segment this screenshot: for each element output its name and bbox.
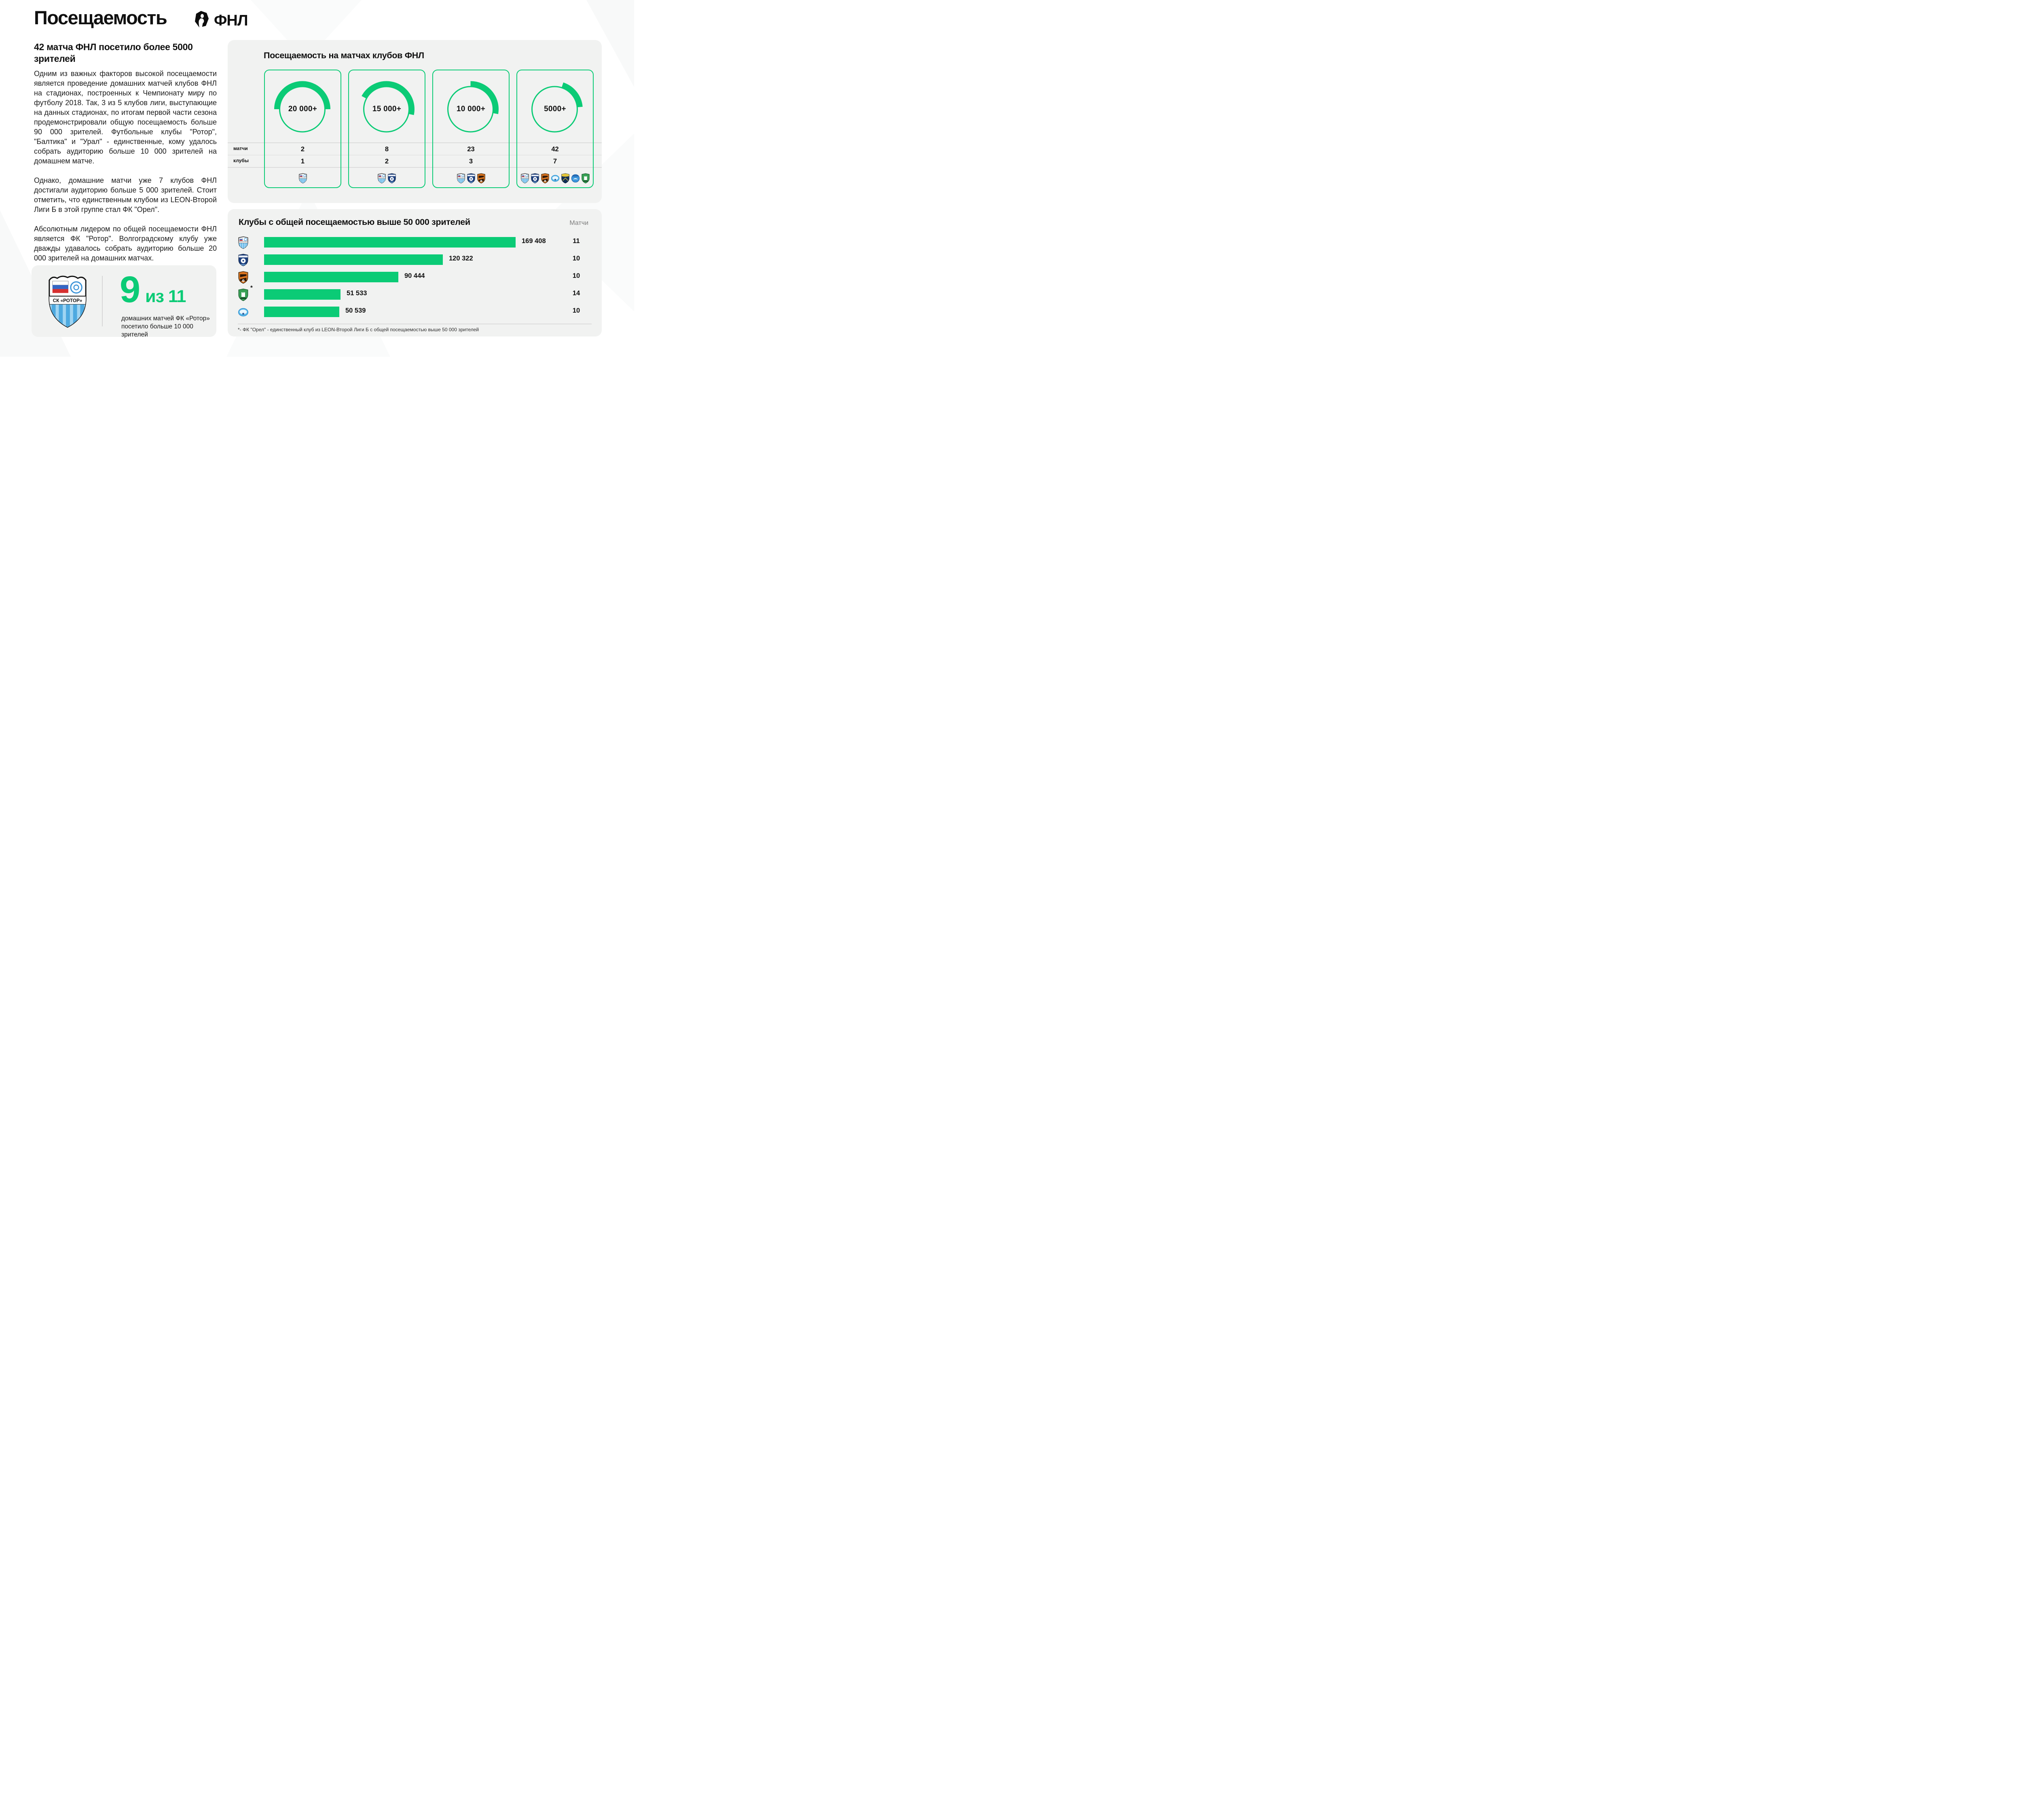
tier-clubs-value: 7 <box>553 158 557 165</box>
sokol-club-badge-icon <box>571 174 580 183</box>
row-label-matches: матчи <box>233 146 248 151</box>
intro-paragraph: Абсолютным лидером по общей посещаемости… <box>34 225 217 262</box>
attendance-bar <box>264 271 398 282</box>
tier-matches-value: 23 <box>467 145 475 153</box>
tier-donut-gauge: 15 000+ <box>349 70 425 143</box>
tier-club-logos <box>433 168 509 188</box>
row-label-clubs: клубы <box>233 158 249 163</box>
footnote-asterisk: * <box>250 284 253 291</box>
rotor-number-suffix: из 11 <box>145 287 186 306</box>
tier-card: 5000+ 42 7 <box>516 70 594 188</box>
bar-row: 50 539 10 <box>238 303 592 320</box>
intro-paragraphs: Одним из важных факторов высокой посещае… <box>34 69 217 273</box>
bar-row: 120 322 10 <box>238 251 592 268</box>
attendance-bar <box>264 306 339 317</box>
page-title: Посещаемость <box>34 7 167 28</box>
bar-value-label: 169 408 <box>522 237 546 245</box>
tier-donut-gauge: 10 000+ <box>433 70 509 143</box>
rotor-club-badge <box>238 236 249 249</box>
tier-card: 10 000+ 23 3 <box>432 70 510 188</box>
tier-donut-gauge: 5000+ <box>517 70 593 143</box>
baltika-club-badge <box>238 254 249 267</box>
rotor-highlight-card: СК «РОТОР» 9 из 11 домашних матчей ФК «Р… <box>32 265 216 339</box>
rotor-club-badge-icon <box>238 236 248 249</box>
tier-matches-value: 42 <box>551 145 559 153</box>
rotor-club-badge-icon <box>298 173 307 184</box>
vertical-divider <box>102 276 103 326</box>
tier-clubs-value: 3 <box>469 158 473 165</box>
ural-club-badge <box>238 271 249 284</box>
baltika-club-badge-icon <box>531 173 539 184</box>
bar-matches-value: 10 <box>572 272 580 279</box>
bar-value-label: 90 444 <box>404 272 425 279</box>
tiers-panel-title: Посещаемость на матчах клубов ФНЛ <box>264 51 424 60</box>
tier-club-logos <box>349 168 425 188</box>
fnl-logo-icon <box>193 11 210 31</box>
rotor-club-badge-icon <box>457 173 465 184</box>
tier-clubs-value: 1 <box>300 158 305 165</box>
matches-column-header: Матчи <box>569 220 588 226</box>
rotor-big-number: 9 <box>120 269 140 310</box>
rotor-caption: домашних матчей ФК «Ротор» посетило боль… <box>121 315 210 339</box>
bar-matches-value: 14 <box>572 290 580 297</box>
tier-club-logos <box>265 168 341 188</box>
orel-club-badge-icon <box>581 173 590 184</box>
tier-club-logos <box>517 168 593 188</box>
chernomorets-club-badge-icon <box>551 175 559 182</box>
baltika-club-badge-icon <box>388 173 396 184</box>
rotor-club-logo: СК «РОТОР» <box>47 273 88 329</box>
rotor-club-badge-icon <box>378 173 386 184</box>
bar-row: 90 444 10 <box>238 268 592 286</box>
rotor-logo-text: СК «РОТОР» <box>53 298 82 303</box>
baltika-club-badge-icon <box>467 173 475 184</box>
bars-panel-title: Клубы с общей посещаемостью выше 50 000 … <box>239 217 470 227</box>
bar-matches-value: 10 <box>572 255 580 262</box>
ural-club-badge-icon <box>541 173 549 184</box>
bar-matches-value: 10 <box>572 307 580 314</box>
bar-matches-value: 11 <box>573 237 580 245</box>
chernomorets-club-badge-icon <box>238 308 248 317</box>
bar-value-label: 51 533 <box>347 290 367 297</box>
row-divider <box>228 142 602 143</box>
ural-club-badge-icon <box>238 271 248 284</box>
tier-threshold-label: 5000+ <box>544 105 566 113</box>
rotor-club-badge-icon <box>520 173 529 184</box>
attendance-tiers-panel: Посещаемость на матчах клубов ФНЛ матчи … <box>228 40 602 203</box>
orel-club-badge <box>238 288 249 301</box>
tier-threshold-label: 15 000+ <box>372 105 402 113</box>
attendance-bar <box>264 254 443 265</box>
footnote: *- ФК "Орел" - единственный клуб из LEON… <box>238 327 479 332</box>
tier-card: 15 000+ 8 2 <box>348 70 425 188</box>
chernomorets-club-badge <box>238 306 249 318</box>
tier-matches-value: 2 <box>300 145 305 153</box>
intro-paragraph: Одним из важных факторов высокой посещае… <box>34 70 217 165</box>
orel-club-badge-icon <box>238 288 248 301</box>
tier-card: 20 000+ 2 1 <box>264 70 341 188</box>
bar-row: 169 408 11 <box>238 233 592 251</box>
row-divider <box>228 167 602 168</box>
attendance-bar <box>264 237 516 248</box>
total-attendance-panel: Клубы с общей посещаемостью выше 50 000 … <box>228 209 602 336</box>
row-divider <box>228 154 602 155</box>
ural-club-badge-icon <box>477 173 485 184</box>
tier-donut-gauge: 20 000+ <box>265 70 341 143</box>
intro-heading: 42 матча ФНЛ посетило более 5000 зрителе… <box>34 42 193 64</box>
tier-clubs-value: 2 <box>385 158 389 165</box>
attendance-bar <box>264 289 341 300</box>
bar-value-label: 50 539 <box>345 307 366 314</box>
tier-threshold-label: 10 000+ <box>456 105 486 113</box>
infographic-canvas: Посещаемость ФНЛ 42 матча ФНЛ посетило б… <box>0 0 634 357</box>
tier-matches-value: 8 <box>385 145 389 153</box>
fnl-brand: ФНЛ <box>193 11 248 31</box>
bar-row: * 51 533 14 <box>238 284 592 303</box>
baltika-club-badge-icon <box>238 254 248 267</box>
tier-threshold-label: 20 000+ <box>288 105 317 113</box>
bar-value-label: 120 322 <box>449 255 473 262</box>
intro-paragraph: Однако, домашние матчи уже 7 клубов ФНЛ … <box>34 176 217 214</box>
sochi-club-badge-icon <box>561 173 569 184</box>
fnl-brand-text: ФНЛ <box>214 12 248 29</box>
